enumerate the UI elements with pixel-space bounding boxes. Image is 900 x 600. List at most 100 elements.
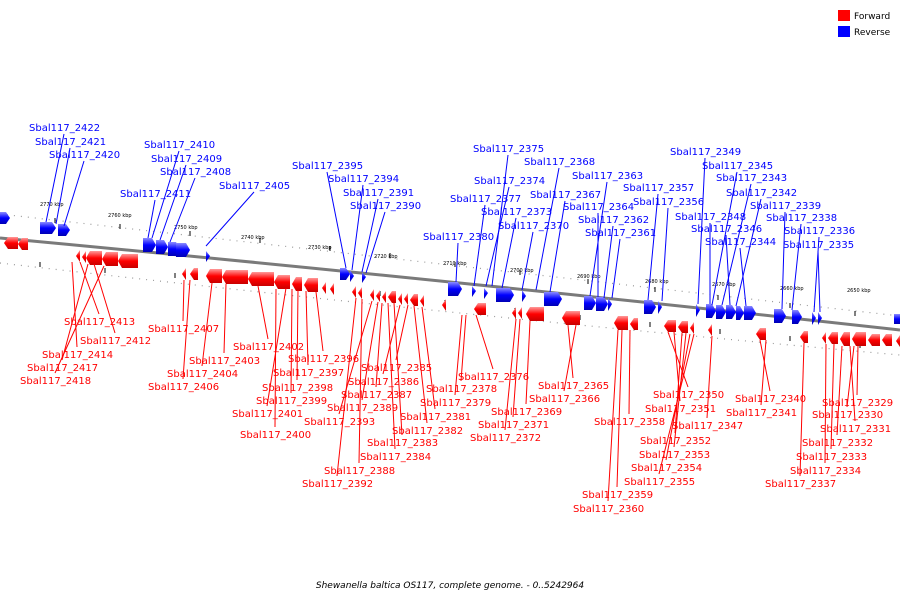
forward-gene-label[interactable]: Sbal117_2340 — [735, 394, 806, 405]
forward-gene-label[interactable]: Sbal117_2347 — [672, 421, 743, 432]
reverse-gene-label[interactable]: Sbal117_2411 — [120, 189, 191, 200]
reverse-gene-label[interactable]: Sbal117_2409 — [151, 154, 222, 165]
reverse-gene-label[interactable]: Sbal117_2420 — [49, 150, 120, 161]
forward-gene-label[interactable]: Sbal117_2378 — [426, 384, 497, 395]
reverse-gene-label[interactable]: Sbal117_2367 — [530, 190, 601, 201]
reverse-gene-label[interactable]: Sbal117_2395 — [292, 161, 363, 172]
reverse-gene-label[interactable]: Sbal117_2362 — [578, 215, 649, 226]
forward-gene-label[interactable]: Sbal117_2331 — [820, 424, 891, 435]
reverse-gene — [544, 292, 562, 306]
leader-line — [326, 171, 347, 269]
forward-gene-label[interactable]: Sbal117_2366 — [529, 394, 600, 405]
reverse-gene-label[interactable]: Sbal117_2391 — [343, 188, 414, 199]
reverse-gene-label[interactable]: Sbal117_2408 — [160, 167, 231, 178]
forward-gene-label[interactable]: Sbal117_2351 — [645, 404, 716, 415]
forward-gene-label[interactable]: Sbal117_2379 — [420, 398, 491, 409]
reverse-gene-label[interactable]: Sbal117_2348 — [675, 212, 746, 223]
reverse-gene-label[interactable]: Sbal117_2361 — [585, 228, 656, 239]
forward-gene-label[interactable]: Sbal117_2382 — [392, 426, 463, 437]
forward-gene-label[interactable]: Sbal117_2371 — [478, 420, 549, 431]
forward-gene-label[interactable]: Sbal117_2388 — [324, 466, 395, 477]
reverse-gene-label[interactable]: Sbal117_2363 — [572, 171, 643, 182]
forward-gene-label[interactable]: Sbal117_2418 — [20, 376, 91, 387]
forward-gene-label[interactable]: Sbal117_2406 — [148, 382, 219, 393]
reverse-gene-label[interactable]: Sbal117_2335 — [783, 240, 854, 251]
forward-gene-label[interactable]: Sbal117_2330 — [812, 410, 883, 421]
forward-gene-label[interactable]: Sbal117_2365 — [538, 381, 609, 392]
forward-gene-label[interactable]: Sbal117_2384 — [360, 452, 431, 463]
reverse-gene-label[interactable]: Sbal117_2377 — [450, 194, 521, 205]
forward-gene-label[interactable]: Sbal117_2376 — [458, 372, 529, 383]
forward-gene — [562, 311, 580, 325]
forward-gene-label[interactable]: Sbal117_2358 — [594, 417, 665, 428]
forward-gene-label[interactable]: Sbal117_2412 — [80, 336, 151, 347]
forward-gene-label[interactable]: Sbal117_2341 — [726, 408, 797, 419]
forward-gene-label[interactable]: Sbal117_2383 — [367, 438, 438, 449]
reverse-gene-label[interactable]: Sbal117_2380 — [423, 232, 494, 243]
forward-gene-label[interactable]: Sbal117_2372 — [470, 433, 541, 444]
forward-gene-label[interactable]: Sbal117_2399 — [256, 396, 327, 407]
forward-gene-label[interactable]: Sbal117_2354 — [631, 463, 702, 474]
reverse-gene-label[interactable]: Sbal117_2357 — [623, 183, 694, 194]
forward-gene-label[interactable]: Sbal117_2359 — [582, 490, 653, 501]
forward-gene-label[interactable]: Sbal117_2385 — [361, 363, 432, 374]
forward-gene-label[interactable]: Sbal117_2360 — [573, 504, 644, 515]
forward-gene-label[interactable]: Sbal117_2329 — [822, 398, 893, 409]
reverse-gene-label[interactable]: Sbal117_2356 — [633, 197, 704, 208]
forward-gene — [398, 293, 402, 305]
forward-gene-label[interactable]: Sbal117_2401 — [232, 409, 303, 420]
reverse-gene-label[interactable]: Sbal117_2336 — [784, 226, 855, 237]
forward-gene-label[interactable]: Sbal117_2369 — [491, 407, 562, 418]
forward-gene-label[interactable]: Sbal117_2407 — [148, 324, 219, 335]
reverse-gene-label[interactable]: Sbal117_2373 — [481, 207, 552, 218]
reverse-gene-label[interactable]: Sbal117_2421 — [35, 137, 106, 148]
forward-gene-label[interactable]: Sbal117_2392 — [302, 479, 373, 490]
reverse-gene-label[interactable]: Sbal117_2343 — [716, 173, 787, 184]
forward-gene-label[interactable]: Sbal117_2386 — [348, 377, 419, 388]
forward-gene-label[interactable]: Sbal117_2353 — [639, 450, 710, 461]
forward-gene-label[interactable]: Sbal117_2397 — [273, 368, 344, 379]
forward-gene-label[interactable]: Sbal117_2337 — [765, 479, 836, 490]
reverse-gene-label[interactable]: Sbal117_2364 — [563, 202, 634, 213]
forward-gene-label[interactable]: Sbal117_2414 — [42, 350, 113, 361]
forward-gene-label[interactable]: Sbal117_2400 — [240, 430, 311, 441]
forward-gene-label[interactable]: Sbal117_2396 — [288, 354, 359, 365]
forward-gene-label[interactable]: Sbal117_2393 — [304, 417, 375, 428]
reverse-gene-label[interactable]: Sbal117_2422 — [29, 123, 100, 134]
reverse-gene-label[interactable]: Sbal117_2370 — [498, 221, 569, 232]
reverse-gene-label[interactable]: Sbal117_2405 — [219, 181, 290, 192]
forward-gene-label[interactable]: Sbal117_2352 — [640, 436, 711, 447]
reverse-gene-label[interactable]: Sbal117_2339 — [750, 201, 821, 212]
reverse-gene-label[interactable]: Sbal117_2349 — [670, 147, 741, 158]
forward-gene-label[interactable]: Sbal117_2413 — [64, 317, 135, 328]
forward-gene — [358, 287, 362, 299]
reverse-gene-label[interactable]: Sbal117_2338 — [766, 213, 837, 224]
reverse-gene-label[interactable]: Sbal117_2394 — [328, 174, 399, 185]
leader-line — [647, 193, 659, 301]
reverse-gene-label[interactable]: Sbal117_2344 — [705, 237, 776, 248]
reverse-gene-label[interactable]: Sbal117_2390 — [350, 201, 421, 212]
forward-gene-label[interactable]: Sbal117_2403 — [189, 356, 260, 367]
reverse-gene-label[interactable]: Sbal117_2346 — [691, 224, 762, 235]
reverse-gene-label[interactable]: Sbal117_2375 — [473, 144, 544, 155]
forward-gene-label[interactable]: Sbal117_2355 — [624, 477, 695, 488]
forward-gene — [404, 293, 408, 305]
reverse-gene-label[interactable]: Sbal117_2342 — [726, 188, 797, 199]
forward-gene-label[interactable]: Sbal117_2381 — [400, 412, 471, 423]
reverse-gene-label[interactable]: Sbal117_2374 — [474, 176, 545, 187]
forward-gene-label[interactable]: Sbal117_2389 — [327, 403, 398, 414]
forward-gene — [330, 283, 334, 295]
reverse-gene-label[interactable]: Sbal117_2345 — [702, 161, 773, 172]
forward-gene-label[interactable]: Sbal117_2333 — [796, 452, 867, 463]
forward-gene-label[interactable]: Sbal117_2417 — [27, 363, 98, 374]
forward-gene-label[interactable]: Sbal117_2334 — [790, 466, 861, 477]
forward-gene-label[interactable]: Sbal117_2350 — [653, 390, 724, 401]
forward-gene-label[interactable]: Sbal117_2402 — [233, 342, 304, 353]
forward-gene — [756, 328, 766, 340]
reverse-gene-label[interactable]: Sbal117_2410 — [144, 140, 215, 151]
forward-gene-label[interactable]: Sbal117_2404 — [167, 369, 238, 380]
forward-gene-label[interactable]: Sbal117_2387 — [341, 390, 412, 401]
forward-gene-label[interactable]: Sbal117_2332 — [802, 438, 873, 449]
forward-gene-label[interactable]: Sbal117_2398 — [262, 383, 333, 394]
reverse-gene-label[interactable]: Sbal117_2368 — [524, 157, 595, 168]
